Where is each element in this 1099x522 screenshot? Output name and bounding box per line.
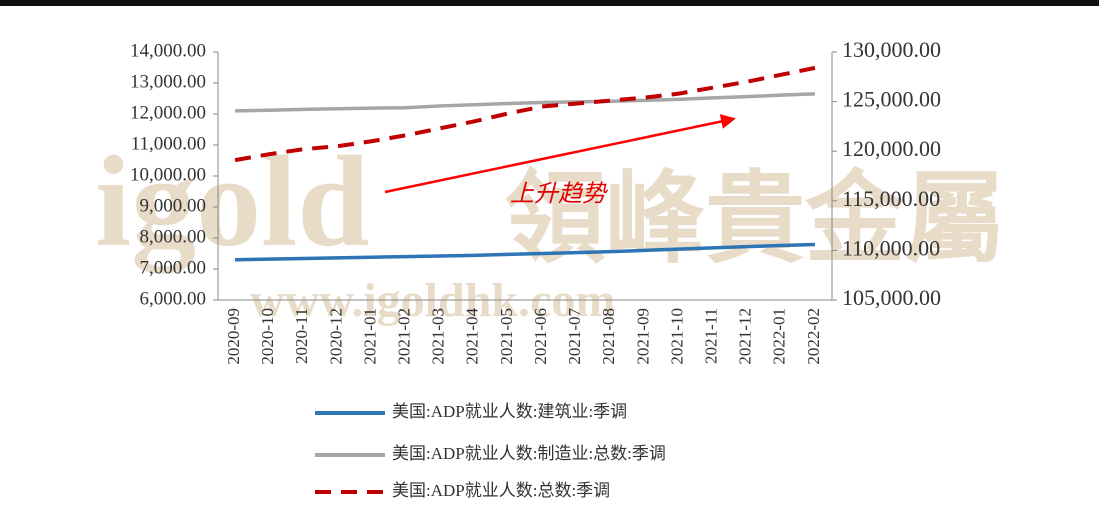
series-line bbox=[235, 242, 815, 262]
legend-label: 美国:ADP就业人数:总数:季调 bbox=[392, 481, 610, 500]
x-tick-label: 2021-07 bbox=[565, 308, 584, 365]
legend-label: 美国:ADP就业人数:制造业:总数:季调 bbox=[392, 444, 666, 463]
series-line bbox=[235, 92, 816, 113]
y-tick-label: 14,000.00 bbox=[130, 40, 206, 61]
y2-tick-label: 130,000.00 bbox=[842, 37, 941, 62]
legend-label: 美国:ADP就业人数:建筑业:季调 bbox=[392, 402, 627, 421]
top-border bbox=[0, 0, 1099, 6]
x-tick-label: 2021-03 bbox=[429, 308, 448, 365]
y2-tick-label: 110,000.00 bbox=[842, 235, 940, 260]
x-tick-label: 2021-01 bbox=[360, 308, 379, 365]
watermark: igold bbox=[95, 130, 370, 274]
y2-tick-label: 125,000.00 bbox=[842, 87, 941, 112]
y-tick-label: 7,000.00 bbox=[140, 257, 207, 278]
x-tick-label: 2022-01 bbox=[770, 308, 789, 365]
x-tick-label: 2021-02 bbox=[395, 308, 414, 365]
x-tick-label: 2021-04 bbox=[463, 308, 482, 365]
x-tick-label: 2020-12 bbox=[326, 308, 345, 365]
x-tick-label: 2021-10 bbox=[667, 308, 686, 365]
x-tick-label: 2020-09 bbox=[224, 308, 243, 365]
y2-tick-label: 120,000.00 bbox=[842, 136, 941, 161]
x-tick-label: 2021-12 bbox=[736, 308, 755, 365]
trend-arrow bbox=[384, 114, 736, 194]
series-line bbox=[234, 65, 816, 163]
y-tick-label: 11,000.00 bbox=[131, 133, 206, 154]
y2-tick-label: 115,000.00 bbox=[842, 186, 940, 211]
y-tick-label: 6,000.00 bbox=[140, 288, 207, 309]
annotation: 上升趋势 bbox=[510, 181, 608, 208]
x-tick-label: 2021-05 bbox=[497, 308, 516, 365]
y-tick-label: 12,000.00 bbox=[130, 102, 206, 123]
x-tick-label: 2020-10 bbox=[258, 308, 277, 365]
y-tick-label: 10,000.00 bbox=[130, 164, 206, 185]
x-tick-label: 2021-08 bbox=[599, 308, 618, 365]
y2-tick-label: 105,000.00 bbox=[842, 285, 941, 310]
y-tick-label: 8,000.00 bbox=[140, 226, 207, 247]
x-tick-label: 2022-02 bbox=[804, 308, 823, 365]
watermark: 領峰貴金屬 bbox=[505, 164, 1005, 275]
x-tick-label: 2020-11 bbox=[292, 308, 311, 364]
y-tick-label: 9,000.00 bbox=[140, 195, 207, 216]
x-tick-label: 2021-09 bbox=[633, 308, 652, 365]
watermark: www.igoldhk.com bbox=[250, 274, 615, 327]
y-tick-label: 13,000.00 bbox=[130, 71, 206, 92]
x-tick-label: 2021-06 bbox=[531, 308, 550, 365]
x-tick-label: 2021-11 bbox=[702, 308, 721, 364]
